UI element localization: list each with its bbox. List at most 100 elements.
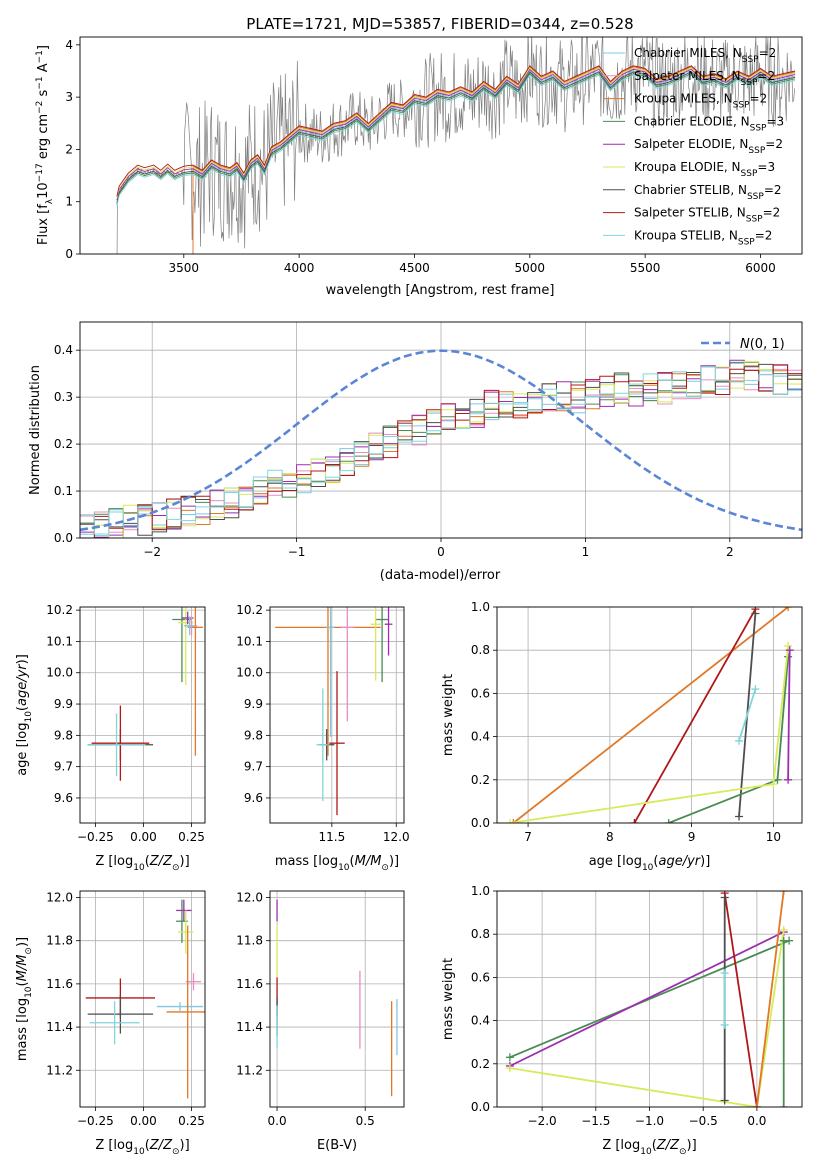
y-axis-label: Normed distribution — [28, 365, 43, 495]
y-tick-label: 0.6 — [471, 686, 490, 700]
x-tick-label: −1 — [288, 545, 306, 559]
panel-weight_vs_age: 7 8 9 10 0.0 0.2 0.4 0.6 0.8 1.0 age [log10(age/yr… — [441, 600, 803, 873]
y-tick-label: 11.2 — [46, 1063, 73, 1077]
y-tick-label: 0.2 — [471, 773, 490, 787]
y-tick-label: 0 — [65, 247, 73, 261]
histogram-kroupa_elodie — [80, 361, 802, 538]
y-tick-label: 0.8 — [471, 643, 490, 657]
y-tick-label: 10.2 — [236, 603, 263, 617]
axes-frame — [496, 890, 803, 1108]
x-tick-label: 9 — [688, 830, 696, 844]
plot-area-mass_vs_Z — [85, 899, 205, 1099]
weight-marker-kroupa_elodie — [769, 780, 778, 789]
y-tick-label: 0.8 — [471, 927, 490, 941]
y-tick-label: 11.8 — [236, 934, 263, 948]
weight-line-chabrier_elodie — [668, 656, 789, 823]
weight-marker-kroupa_stelib — [751, 685, 760, 694]
panel-mass_vs_Z: −0.25 0.00 0.25 11.2 11.4 11.6 11.8 12.0 Z [log1… — [15, 890, 206, 1157]
y-tick-label: 9.6 — [244, 791, 263, 805]
weight-line-kroupa_miles — [512, 607, 789, 823]
weight-marker-kroupa_miles — [784, 607, 793, 611]
legend-label: Kroupa MILES, NSSP=2 — [634, 92, 767, 111]
y-tick-label: 11.6 — [46, 977, 73, 991]
x-tick-label: 1 — [582, 545, 590, 559]
plot-area-age_vs_mass — [275, 607, 393, 816]
y-tick-label: 1.0 — [471, 600, 490, 614]
weight-marker-kroupa_stelib — [735, 736, 744, 745]
y-tick-label: 11.4 — [236, 1020, 263, 1034]
y-tick-label: 2 — [65, 142, 73, 156]
y-tick-label: 10.0 — [236, 666, 263, 680]
y-axis-label: age [log10(age/yr)] — [15, 654, 34, 776]
histogram-chabrier_stelib — [80, 363, 802, 538]
panel-weight_vs_Z: −2.0 −1.5 −1.0 −0.5 0.0 0.0 0.2 0.4 0.6 0.8 1.0 Z [… — [441, 884, 803, 1157]
weight-line-salpeter_elodie — [787, 650, 791, 780]
plot-area-residuals — [80, 349, 802, 538]
y-tick-label: 0.0 — [471, 1100, 490, 1114]
histogram-kroupa_miles — [80, 365, 802, 538]
y-tick-label: 1 — [65, 195, 73, 209]
panel-age_vs_mass: 11.5 12.0 9.6 9.7 9.8 9.9 10.0 10.1 10.2 mass [lo… — [236, 603, 410, 873]
weight-line-salpeter_elodie — [509, 931, 785, 1067]
axes-frame — [79, 36, 803, 255]
panel-age_vs_Z: −0.25 0.00 0.25 9.6 9.7 9.8 9.9 10.0 10.1 10.2 Z [… — [15, 603, 206, 873]
axes-frame — [79, 890, 206, 1108]
y-tick-label: 1.0 — [471, 884, 490, 898]
histogram-chabrier_miles — [80, 362, 802, 538]
weight-marker-chabrier_elodie — [505, 1053, 514, 1062]
histogram-salpeter_elodie — [80, 359, 802, 538]
histogram-salpeter_miles — [80, 368, 802, 538]
histogram-chabrier_elodie — [80, 361, 802, 538]
y-axis-label: mass [log10(M/M⊙)] — [15, 937, 34, 1061]
x-tick-label: 0.0 — [268, 1114, 287, 1128]
y-tick-label: 0.2 — [471, 1057, 490, 1071]
plot-area-weight_vs_Z — [505, 891, 794, 1107]
y-tick-label: 9.7 — [54, 760, 73, 774]
y-tick-label: 10.2 — [46, 603, 73, 617]
weight-marker-kroupa_miles — [752, 1103, 761, 1107]
x-axis-label: age [log10(age/yr)] — [589, 854, 711, 873]
weight-marker-chabrier_stelib — [720, 893, 729, 902]
weight-marker-chabrier_elodie — [779, 1103, 788, 1107]
axes-frame — [269, 890, 405, 1108]
x-tick-label: 12.0 — [383, 830, 410, 844]
x-tick-label: −0.25 — [77, 830, 114, 844]
legend-label: Kroupa ELODIE, NSSP=3 — [634, 160, 775, 179]
x-tick-label: 0.25 — [178, 830, 205, 844]
y-tick-label: 9.9 — [54, 697, 73, 711]
y-tick-label: 12.0 — [236, 890, 263, 904]
weight-marker-chabrier_elodie — [664, 819, 673, 823]
y-tick-label: 0.1 — [54, 484, 73, 498]
y-tick-label: 11.6 — [236, 977, 263, 991]
y-tick-label: 0.3 — [54, 390, 73, 404]
x-tick-label: 3500 — [169, 261, 200, 275]
x-tick-label: 6000 — [745, 261, 776, 275]
y-tick-label: 9.8 — [244, 728, 263, 742]
plot-area-age_vs_Z — [87, 607, 204, 781]
x-tick-label: 0.00 — [130, 1114, 157, 1128]
normal-distribution-curve — [80, 349, 802, 532]
x-axis-label: E(B-V) — [317, 1138, 357, 1153]
weight-marker-chabrier_stelib — [751, 609, 760, 618]
x-axis-label: Z [log10(Z/Z⊙)] — [95, 1138, 189, 1157]
y-tick-label: 9.9 — [244, 697, 263, 711]
legend-label: Chabrier ELODIE, NSSP=3 — [634, 114, 784, 133]
histogram-salpeter_stelib — [80, 364, 802, 538]
x-tick-label: 0 — [437, 545, 445, 559]
legend-label: Salpeter MILES, NSSP=2 — [634, 69, 775, 88]
x-tick-label: 8 — [606, 830, 614, 844]
x-axis-label: wavelength [Angstrom, rest frame] — [326, 283, 555, 298]
x-tick-label: −2.0 — [528, 1114, 557, 1128]
y-tick-label: 9.8 — [54, 728, 73, 742]
axes-frame — [79, 321, 803, 539]
weight-line-chabrier_elodie — [509, 939, 790, 1059]
y-tick-label: 9.7 — [244, 760, 263, 774]
y-tick-label: 4 — [65, 38, 73, 52]
figure-title: PLATE=1721, MJD=53857, FIBERID=0344, z=0… — [246, 15, 633, 33]
weight-marker-kroupa_miles — [509, 819, 518, 823]
y-tick-label: 10.1 — [46, 634, 73, 648]
x-tick-label: 11.5 — [318, 830, 345, 844]
x-tick-label: 0.00 — [130, 830, 157, 844]
y-tick-label: 10.1 — [236, 634, 263, 648]
